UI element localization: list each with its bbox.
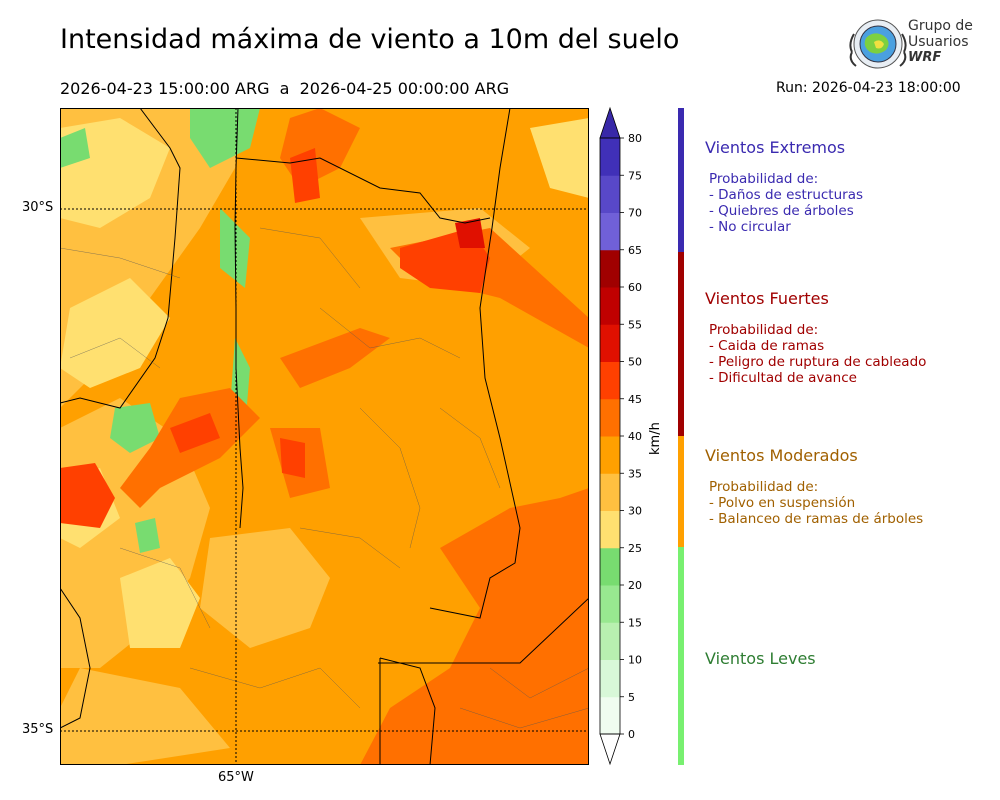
colorbar-tick-label: 65 xyxy=(628,244,642,257)
wind-zone-40-45 xyxy=(280,328,390,388)
wind-zone-45-55 xyxy=(455,218,485,248)
colorbar-under-extension xyxy=(599,733,621,766)
forecast-period: 2026-04-23 15:00:00 ARG a 2026-04-25 00:… xyxy=(60,79,510,98)
graticule xyxy=(60,108,589,765)
category-item: - Peligro de ruptura de cableado xyxy=(709,354,927,370)
colorbar-tick-label: 25 xyxy=(628,542,642,555)
logo-line-2: Usuarios xyxy=(908,34,969,50)
colorbar-tick-label: 50 xyxy=(628,356,642,369)
colorbar-segment xyxy=(600,398,620,437)
category-item: - Quiebres de árboles xyxy=(709,203,854,219)
colorbar-over-extension xyxy=(599,106,621,139)
colorbar-segment xyxy=(600,659,620,698)
colorbar-segment xyxy=(600,547,620,586)
wind-zone-25-30 xyxy=(530,118,589,198)
category-title: Vientos Moderados xyxy=(705,446,858,465)
department-boundaries xyxy=(60,227,589,729)
grupo-usuarios-wrf-logo xyxy=(849,19,907,69)
wind-zone-25-30 xyxy=(60,278,170,388)
colorbar-tick-label: 0 xyxy=(628,728,635,741)
category-heading: Probabilidad de: xyxy=(709,171,819,187)
colorbar-tick-label: 10 xyxy=(628,654,642,667)
lat-label-30s: 30°S xyxy=(22,200,54,215)
run-time: Run: 2026-04-23 18:00:00 xyxy=(776,80,961,96)
colorbar-segment xyxy=(600,324,620,362)
wind-zone-20-25 xyxy=(135,518,160,553)
category-block: Vientos Leves xyxy=(705,649,995,682)
category-item: - Dificultad de avance xyxy=(709,370,857,386)
lat-label-35s: 35°S xyxy=(22,722,54,737)
wind-zone-45-55 xyxy=(280,438,305,478)
wind-zone-20-25 xyxy=(110,403,160,453)
colorbar-tick-label: 45 xyxy=(628,393,642,406)
wind-zone-45-55 xyxy=(290,148,320,203)
wind-zone-40-45 xyxy=(360,488,589,765)
lon-label-65w: 65°W xyxy=(218,770,254,785)
category-item: - No circular xyxy=(709,219,791,235)
colorbar-segment xyxy=(600,473,620,511)
category-title: Vientos Fuertes xyxy=(705,289,829,308)
colorbar-tick-label: 55 xyxy=(628,318,642,331)
category-block: Vientos Fuertes Probabilidad de: - Caida d… xyxy=(705,289,995,386)
category-item: - Balanceo de ramas de árboles xyxy=(709,511,924,527)
colorbar-segment xyxy=(600,138,620,176)
category-item: - Polvo en suspensión xyxy=(709,495,856,511)
category-heading: Probabilidad de: xyxy=(709,479,819,495)
category-block: Vientos Extremos Probabilidad de: - Daños … xyxy=(705,138,995,235)
colorbar-segment xyxy=(600,249,620,288)
wind-zone-30-35 xyxy=(60,668,230,765)
logo-line-3: WRF xyxy=(908,50,942,65)
colorbar: 0 5 10 15 20 25 30 35 40 45 50 55 60 65 70 75 80 xyxy=(599,106,642,766)
colorbar-segment xyxy=(600,287,620,325)
wind-zone-30-35 xyxy=(200,528,330,648)
map-title: Intensidad máxima de viento a 10m del su… xyxy=(60,24,680,55)
logo-line-1: Grupo de xyxy=(908,18,973,34)
colorbar-unit: km/h xyxy=(648,422,663,455)
category-title: Vientos Extremos xyxy=(705,138,846,157)
category-bar xyxy=(678,547,684,765)
wind-zone-20-25 xyxy=(60,128,90,168)
colorbar-segment xyxy=(600,436,620,474)
colorbar-segment xyxy=(600,585,620,623)
colorbar-tick-label: 5 xyxy=(628,691,635,704)
category-bar xyxy=(678,108,684,252)
colorbar-tick-label: 15 xyxy=(628,616,642,629)
colorbar-segment xyxy=(600,622,620,660)
wind-zone-20-25 xyxy=(190,108,260,168)
logo-text: Grupo de Usuarios WRF xyxy=(908,18,973,66)
category-bar xyxy=(678,436,684,547)
map-frame xyxy=(60,108,589,765)
category-bar xyxy=(678,252,684,436)
colorbar-segment xyxy=(600,175,620,213)
wind-zone-45-55 xyxy=(60,463,115,528)
category-item: - Daños de estructuras xyxy=(709,187,864,203)
colorbar-tick-label: 70 xyxy=(628,207,642,220)
colorbar-tick-label: 80 xyxy=(628,132,642,145)
colorbar-tick-label: 30 xyxy=(628,505,642,518)
category-title: Vientos Leves xyxy=(705,649,816,668)
colorbar-tick-label: 40 xyxy=(628,430,642,443)
colorbar-tick-label: 60 xyxy=(628,281,642,294)
wind-zone-45-55 xyxy=(170,413,220,453)
category-heading: Probabilidad de: xyxy=(709,322,819,338)
colorbar-tick-label: 75 xyxy=(628,169,642,182)
colorbar-segment xyxy=(600,212,620,251)
colorbar-segment xyxy=(600,361,620,400)
wind-map xyxy=(60,108,589,765)
colorbar-segment xyxy=(600,510,620,549)
category-block: Vientos Moderados Probabilidad de: - Polvo… xyxy=(705,446,995,527)
wind-zone-25-30 xyxy=(120,558,200,648)
colorbar-tick-label: 35 xyxy=(628,467,642,480)
category-item: - Caida de ramas xyxy=(709,338,825,354)
colorbar-tick-label: 20 xyxy=(628,579,642,592)
colorbar-segment xyxy=(600,696,620,735)
